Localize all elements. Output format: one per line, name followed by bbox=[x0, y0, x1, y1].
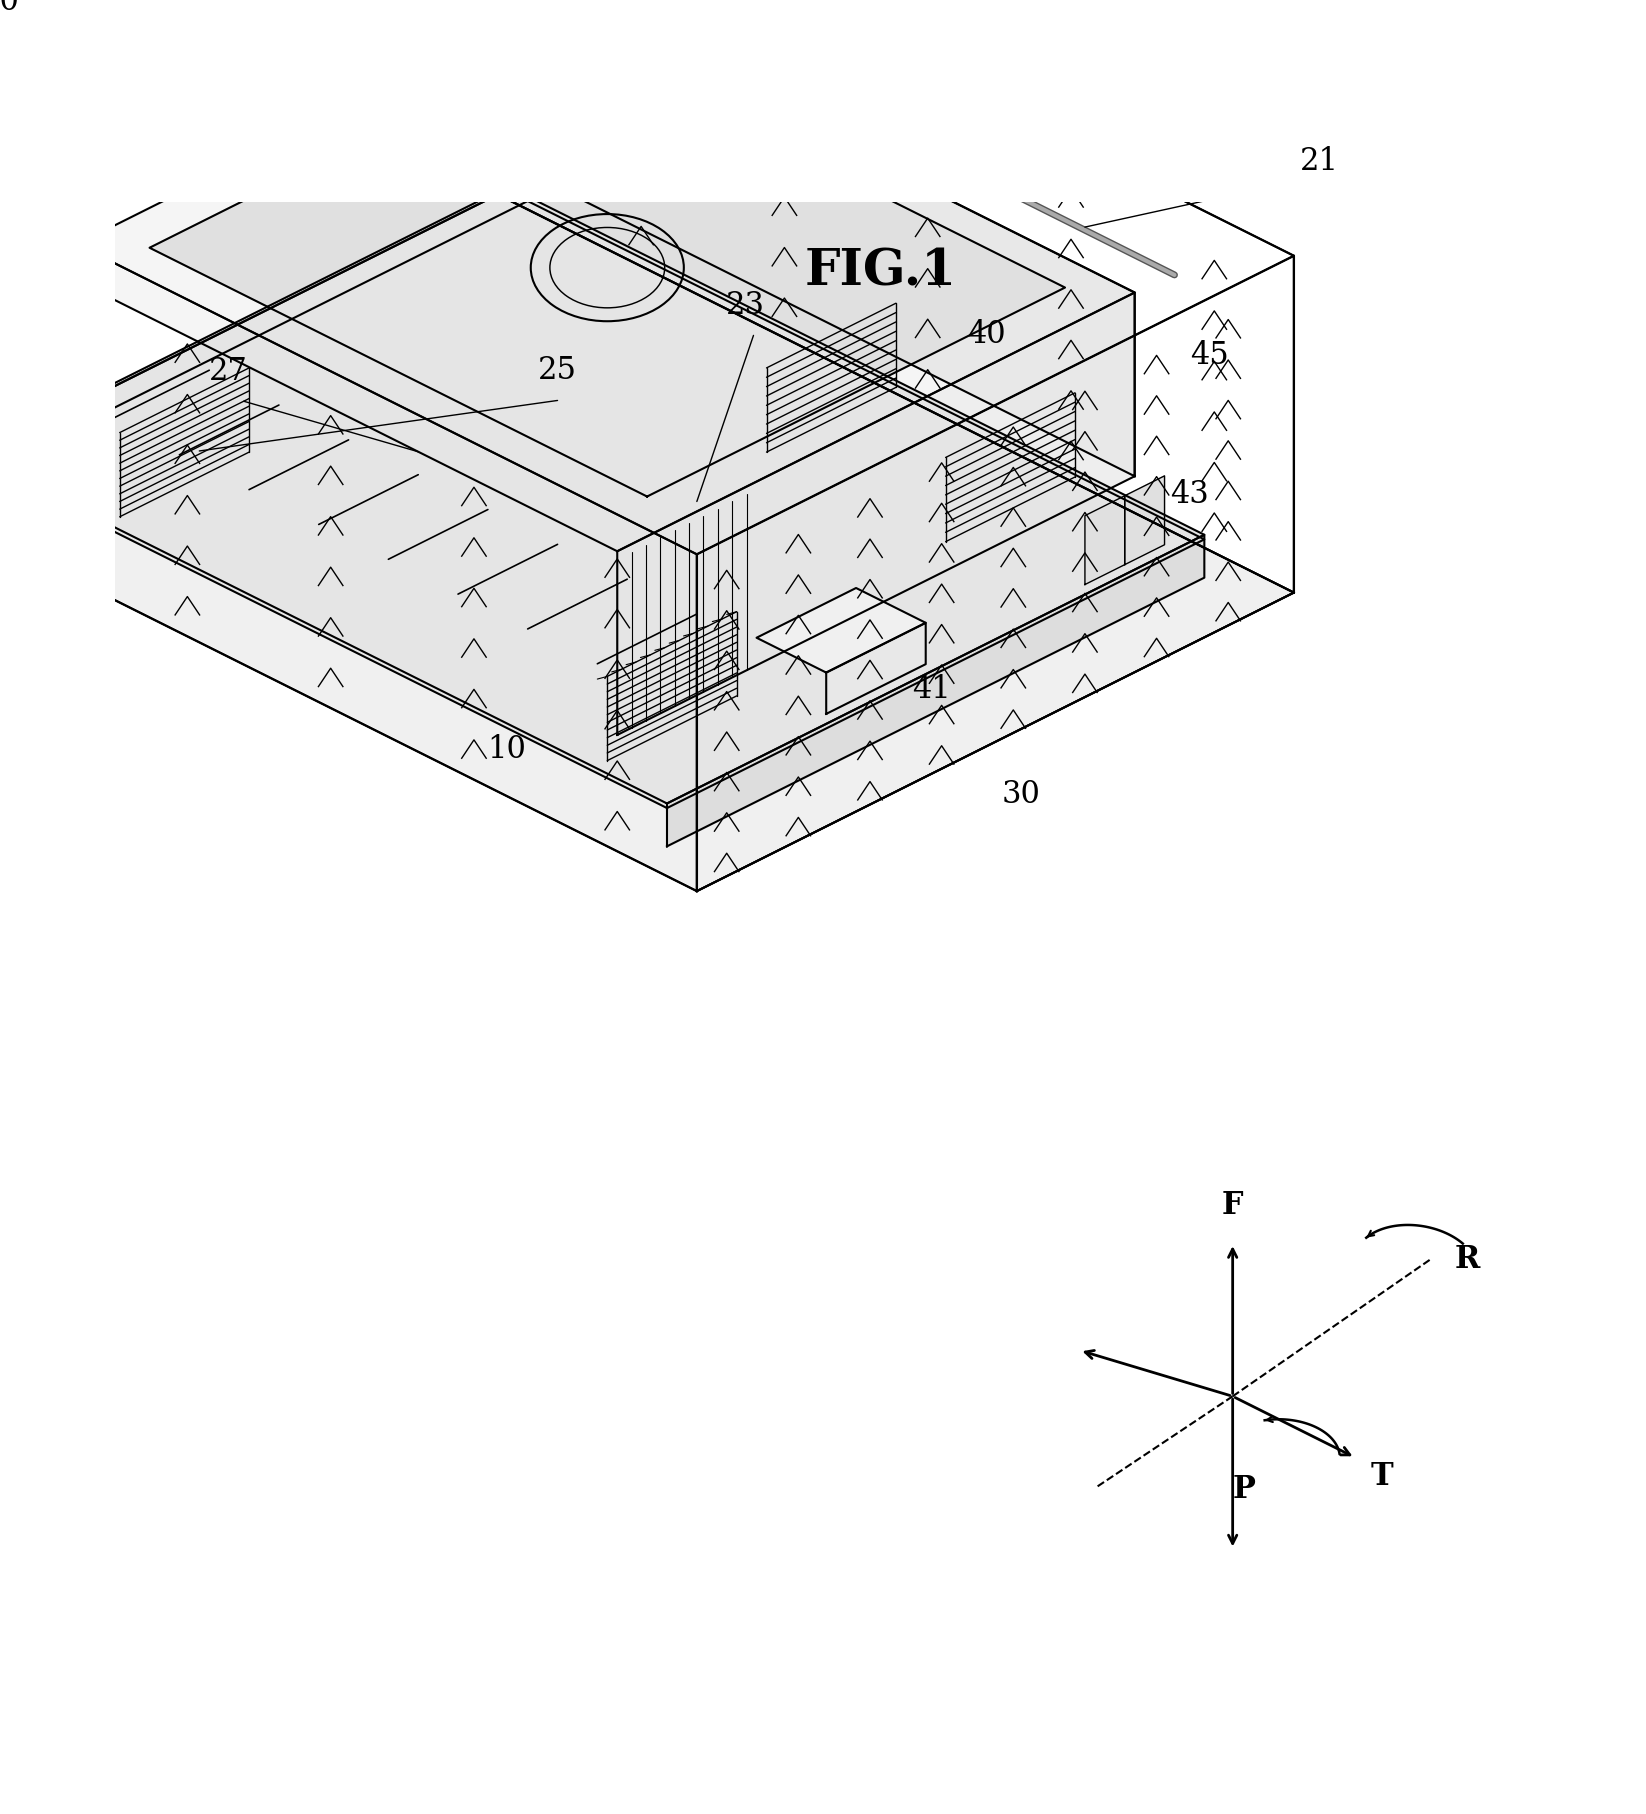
Text: 25: 25 bbox=[538, 356, 578, 386]
Polygon shape bbox=[150, 40, 1065, 497]
Polygon shape bbox=[0, 201, 1205, 809]
Polygon shape bbox=[0, 158, 696, 892]
Text: F: F bbox=[1221, 1190, 1243, 1221]
Polygon shape bbox=[617, 294, 1134, 735]
Text: 23: 23 bbox=[726, 290, 765, 321]
Text: R: R bbox=[1455, 1243, 1480, 1273]
Polygon shape bbox=[667, 535, 1205, 847]
Text: 27: 27 bbox=[209, 356, 249, 386]
Text: FIG.1: FIG.1 bbox=[805, 247, 956, 296]
Polygon shape bbox=[0, 187, 1205, 804]
Polygon shape bbox=[40, 5, 1134, 551]
Polygon shape bbox=[497, 0, 1294, 593]
Text: 30: 30 bbox=[1002, 778, 1040, 809]
Polygon shape bbox=[558, 5, 1134, 477]
Polygon shape bbox=[1085, 497, 1124, 586]
Text: 41: 41 bbox=[912, 673, 950, 704]
Polygon shape bbox=[1124, 477, 1164, 566]
Text: 10: 10 bbox=[487, 735, 527, 766]
Text: 21: 21 bbox=[1300, 145, 1338, 178]
Polygon shape bbox=[826, 624, 925, 715]
Text: 40: 40 bbox=[966, 319, 1006, 350]
Polygon shape bbox=[0, 196, 1294, 892]
Text: 45: 45 bbox=[1190, 339, 1230, 370]
Text: P: P bbox=[1233, 1473, 1256, 1504]
Polygon shape bbox=[757, 590, 925, 673]
Text: T: T bbox=[1371, 1460, 1393, 1491]
Text: 20: 20 bbox=[0, 0, 20, 18]
Polygon shape bbox=[696, 256, 1294, 892]
Text: 43: 43 bbox=[1170, 479, 1210, 510]
